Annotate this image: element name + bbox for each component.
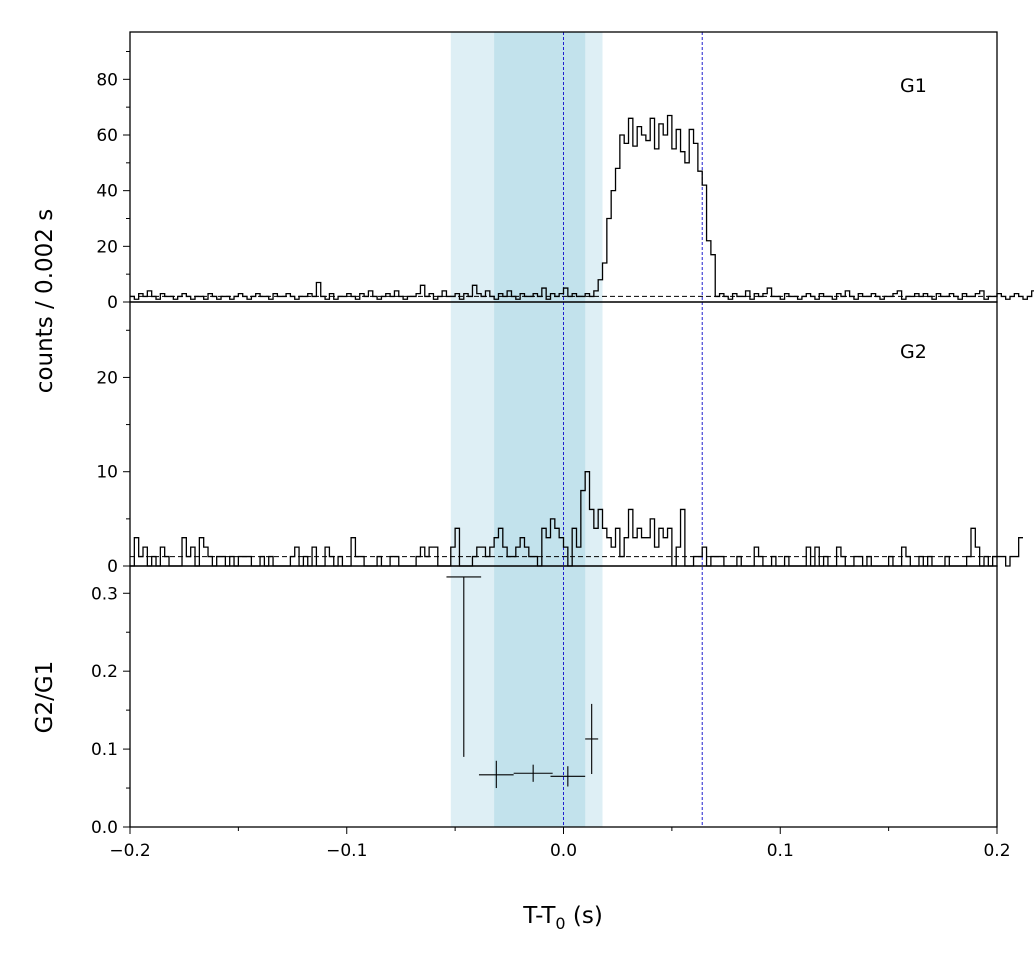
x-axis-label: T-T0 (s) (522, 903, 603, 933)
x-axis-label-subscript: 0 (555, 914, 565, 933)
ratio-y-axis-label: G2/G1 (32, 661, 58, 734)
ratio-point-3 (550, 766, 586, 787)
y-tick-label: 20 (96, 237, 118, 257)
hardness-ratio-points (446, 576, 599, 789)
x-tick-label: −0.2 (109, 841, 150, 861)
y-tick-label: 40 (96, 182, 118, 202)
y-tick-label: 10 (96, 463, 118, 483)
g2-panel-label: G2 (900, 341, 927, 363)
y-tick-label: 60 (96, 126, 118, 146)
panel-hardness-ratio: 0.0 0.1 0.2 0.3 (91, 576, 599, 838)
y-tick-label: 0.0 (91, 818, 118, 838)
x-axis-label-unit: (s) (566, 903, 603, 929)
y-tick-label: 0.1 (91, 740, 118, 760)
x-tick-label: 0.2 (983, 841, 1010, 861)
x-axis-ticks: −0.2 −0.1 0.0 0.1 0.2 (109, 827, 1011, 861)
g1-panel-label: G1 (900, 75, 927, 97)
shared-y-axis-label: counts / 0.002 s (32, 209, 58, 393)
ratio-point-4 (585, 703, 599, 775)
inner-interval-band (494, 32, 586, 827)
y-tick-label: 0.2 (91, 662, 118, 682)
ratio-y-ticks: 0.0 0.1 0.2 0.3 (91, 584, 130, 838)
g1-y-ticks: 0 20 40 60 80 (96, 50, 130, 313)
ratio-point-0 (446, 576, 482, 757)
y-tick-label: 0 (107, 557, 118, 577)
panel-g1: 0 20 40 60 80 G1 (96, 50, 1034, 313)
y-tick-label: 20 (96, 368, 118, 388)
y-tick-label: 80 (96, 70, 118, 90)
g1-light-curve (130, 114, 1034, 300)
g2-y-ticks: 0 10 20 (96, 329, 130, 577)
panel-frames (129, 31, 998, 828)
ratio-point-1 (478, 760, 514, 789)
ratio-point-2 (513, 764, 553, 782)
y-tick-label: 0.3 (91, 584, 118, 604)
x-tick-label: 0.0 (550, 841, 577, 861)
x-tick-label: −0.1 (326, 841, 367, 861)
reference-vertical-lines (563, 32, 703, 827)
x-axis-label-main: T-T (522, 903, 556, 929)
time-interval-bands (450, 32, 603, 827)
y-tick-label: 0 (107, 293, 118, 313)
x-tick-label: 0.1 (767, 841, 794, 861)
panel-frame-2 (129, 565, 998, 828)
